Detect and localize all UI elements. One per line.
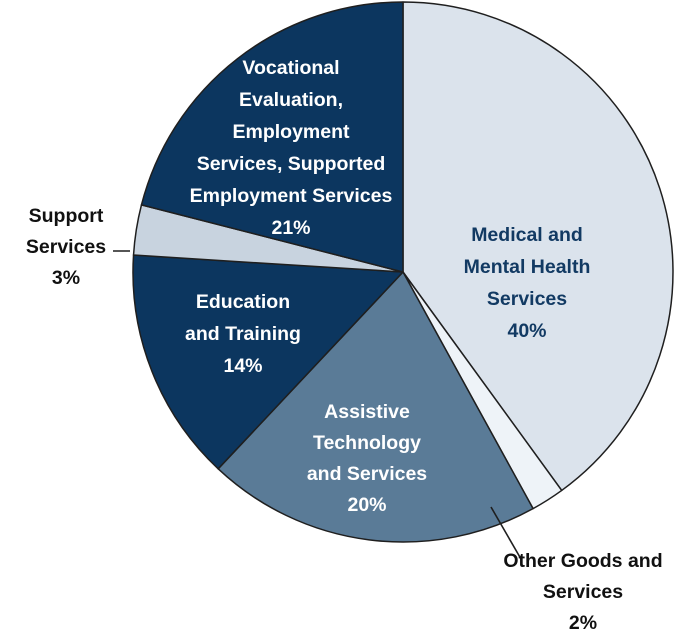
pie-slices <box>132 1 674 543</box>
slice-label-line: Services <box>543 581 623 603</box>
slice-label-education-and-training: Education and Training 14% <box>185 291 301 377</box>
slice-label-line: Employment <box>232 121 350 143</box>
slice-label-line: Employment Services <box>190 185 393 207</box>
leader-lines <box>113 250 522 560</box>
slice-label-support-services: Support Services 3% <box>26 205 106 289</box>
pie-slice-assistive-technology-and-services <box>217 271 534 543</box>
pie-slice-medical-and-mental-health-services <box>402 1 674 492</box>
slice-label-line: Technology <box>313 432 421 454</box>
slice-label-line: Education <box>196 291 290 313</box>
slice-percent: 14% <box>223 355 262 377</box>
slice-label-line: Support <box>29 205 104 227</box>
slice-label-line: Services, Supported <box>197 153 386 175</box>
slice-label-line: and Services <box>307 463 427 485</box>
slice-label-other-goods-and-services: Other Goods and Services 2% <box>503 550 662 634</box>
slice-label-line: Services <box>487 288 567 310</box>
slice-label-vocational-evaluation-employment-services-supported-employment-services: Vocational Evaluation, Employment Services,… <box>190 57 393 239</box>
slice-percent: 2% <box>569 612 597 634</box>
slice-label-medical-and-mental-health-services: Medical and Mental Health Services 40% <box>464 224 591 342</box>
slice-label-line: Mental Health <box>464 256 591 278</box>
pie-slice-vocational-evaluation-employment-services-supported-employment-services <box>140 1 404 273</box>
slice-percent: 20% <box>347 494 386 516</box>
slice-label-line: Services <box>26 236 106 258</box>
slice-labels: Medical and Mental Health Services 40% Other… <box>26 57 663 634</box>
slice-label-line: and Training <box>185 323 301 345</box>
slice-percent: 40% <box>507 320 546 342</box>
slice-label-assistive-technology-and-services: Assistive Technology and Services 20% <box>307 401 427 516</box>
slice-label-line: Evaluation, <box>239 89 343 111</box>
slice-percent: 3% <box>52 267 80 289</box>
slice-percent: 21% <box>271 217 310 239</box>
slice-label-line: Medical and <box>471 224 583 246</box>
slice-label-line: Other Goods and <box>503 550 662 572</box>
slice-label-line: Vocational <box>242 57 339 79</box>
slice-label-line: Assistive <box>324 401 410 423</box>
leader-line-other-goods-and-services <box>490 506 522 560</box>
pie-slice-education-and-training <box>132 254 404 470</box>
